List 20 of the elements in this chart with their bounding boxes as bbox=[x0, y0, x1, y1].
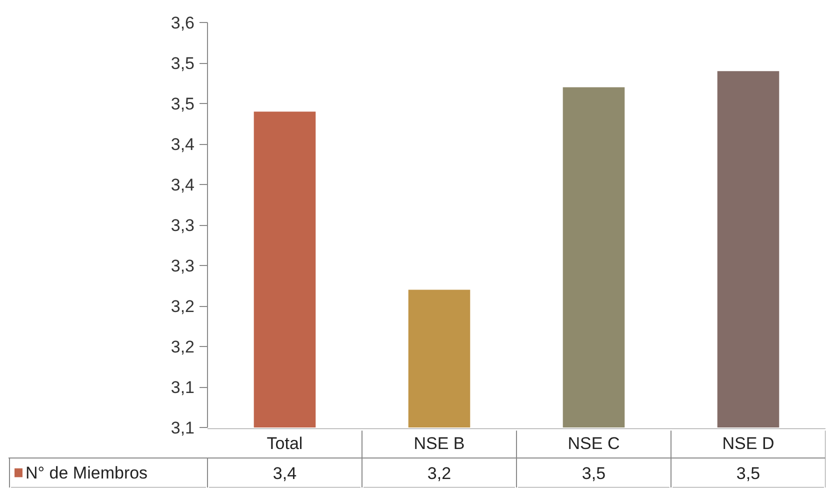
data-label: 3,5 bbox=[582, 464, 606, 483]
y-tick-label: 3,5 bbox=[170, 94, 195, 114]
x-tick-label: NSE D bbox=[722, 434, 774, 453]
data-label: 3,2 bbox=[427, 464, 452, 483]
y-tick-label: 3,3 bbox=[170, 216, 195, 235]
y-tick-label: 3,3 bbox=[170, 256, 195, 276]
y-tick-label: 3,6 bbox=[170, 14, 195, 32]
y-tick-label: 3,2 bbox=[170, 297, 195, 316]
y-tick-label: 3,4 bbox=[170, 135, 195, 154]
legend-label: N° de Miembros bbox=[26, 463, 148, 482]
y-tick-label: 3,5 bbox=[170, 54, 195, 73]
x-tick-label: NSE B bbox=[414, 434, 465, 453]
y-tick-label: 3,1 bbox=[170, 378, 195, 397]
y-tick-label: 3,1 bbox=[170, 418, 195, 438]
y-tick-label: 3,2 bbox=[170, 338, 195, 356]
data-label: 3,5 bbox=[736, 464, 760, 483]
x-tick-label: NSE C bbox=[568, 434, 620, 453]
x-tick-label: Total bbox=[266, 434, 303, 453]
data-label: 3,4 bbox=[272, 464, 297, 483]
y-tick-label: 3,4 bbox=[170, 176, 195, 194]
